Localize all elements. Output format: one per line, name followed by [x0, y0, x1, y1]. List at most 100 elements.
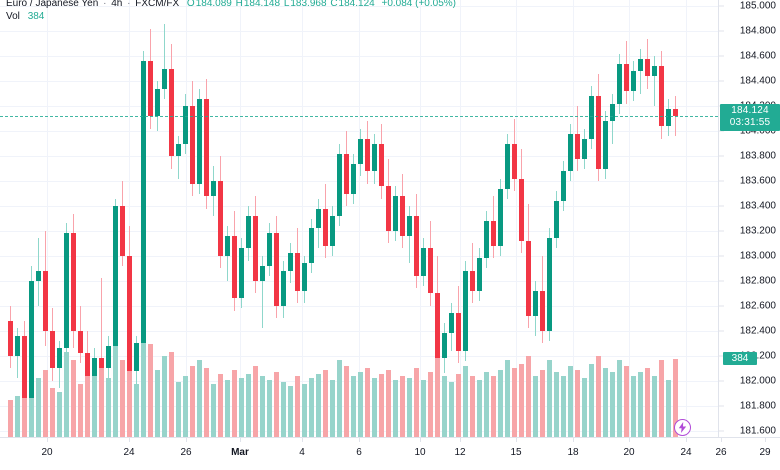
candle-body [218, 181, 223, 256]
candle-body [15, 335, 20, 356]
price-axis-tick-mark [719, 405, 724, 407]
time-axis-tick-label: Mar [231, 447, 249, 458]
volume-bar [36, 378, 41, 437]
volume-bar [540, 370, 545, 437]
candle-body [281, 270, 286, 306]
candle-body [295, 253, 300, 291]
candle-body [491, 220, 496, 246]
candle-body [568, 133, 573, 172]
time-axis-tick-mark [359, 438, 360, 442]
time-axis-tick-label: 4 [299, 447, 305, 458]
volume-bar [400, 376, 405, 437]
time-axis-tick-label: 29 [759, 447, 771, 458]
volume-bar [645, 368, 650, 437]
candle-body [421, 248, 426, 276]
candle-body [435, 293, 440, 359]
volume-bar [155, 370, 160, 437]
price-axis-tick-mark [719, 330, 724, 332]
volume-bar [484, 372, 489, 437]
volume-bar [456, 374, 461, 437]
volume-bar [407, 378, 412, 437]
candle-body [148, 61, 153, 117]
price-axis-tick-label: 181.800 [739, 400, 776, 412]
grid-line-vertical [129, 0, 130, 437]
volume-bar [281, 382, 286, 437]
candle-body [449, 313, 454, 334]
volume-bar [8, 400, 13, 437]
candle-body [274, 233, 279, 306]
candle-body [246, 216, 251, 249]
time-axis-tick-mark [686, 438, 687, 442]
candle-body [540, 290, 545, 331]
time-axis-tick-mark [721, 438, 722, 442]
time-axis-tick-label: 26 [180, 447, 192, 458]
volume-bar [554, 372, 559, 437]
time-axis-tick-mark [420, 438, 421, 442]
volume-bar [204, 368, 209, 437]
volume-bar [589, 363, 594, 437]
price-axis-tick-label: 183.800 [739, 150, 776, 162]
grid-line-vertical [460, 0, 461, 437]
time-axis-tick-mark [573, 438, 574, 442]
price-axis-tick-mark [719, 130, 724, 132]
price-axis-tick-mark [719, 155, 724, 157]
candle-body [526, 240, 531, 316]
price-axis-tick-label: 185.000 [739, 0, 776, 12]
volume-bar [176, 382, 181, 437]
grid-line-vertical [240, 0, 241, 437]
price-axis-tick-label: 182.400 [739, 325, 776, 337]
volume-bar [526, 355, 531, 437]
candle-wick [654, 56, 655, 107]
candle-body [519, 178, 524, 241]
grid-line-vertical [516, 0, 517, 437]
candle-wick [178, 136, 179, 179]
volume-bar [547, 359, 552, 437]
volume-bar [631, 376, 636, 437]
volume-bar [120, 359, 125, 437]
candle-wick [164, 23, 165, 99]
volume-bar [50, 388, 55, 437]
volume-bar [575, 370, 580, 437]
volume-bar [162, 355, 167, 437]
grid-line-vertical [686, 0, 687, 437]
price-axis-tick-mark [719, 80, 724, 82]
grid-line-vertical [302, 0, 303, 437]
candle-body [400, 196, 405, 236]
price-axis-tick-label: 184.800 [739, 25, 776, 37]
chart-plot-area[interactable] [0, 0, 718, 437]
candle-body [92, 358, 97, 376]
time-axis-tick-label: 6 [356, 447, 362, 458]
volume-value-badge: 384 [723, 352, 757, 366]
candle-body [134, 343, 139, 371]
grid-line-vertical [186, 0, 187, 437]
candle-body [232, 235, 237, 299]
volume-bar [498, 370, 503, 437]
time-axis-tick-mark [460, 438, 461, 442]
volume-bar [288, 386, 293, 437]
bar-countdown-timer: 03:31:55 [729, 116, 771, 128]
time-axis[interactable]: 20 24 26 Mar 4 6 10 12 15 18 20 24 26 29 [0, 437, 780, 470]
volume-bar [218, 374, 223, 437]
volume-bar [477, 380, 482, 437]
lightning-bolt-icon[interactable] [674, 419, 691, 436]
candle-body [617, 63, 622, 104]
volume-bar [15, 396, 20, 437]
volume-bar [127, 355, 132, 437]
volume-bar [260, 376, 265, 437]
candle-body [386, 186, 391, 231]
volume-bar [652, 376, 657, 437]
candle-body [498, 188, 503, 246]
volume-bar [505, 359, 510, 437]
candle-body [239, 248, 244, 299]
candle-body [85, 353, 90, 376]
volume-bar [442, 376, 447, 437]
candle-wick [108, 335, 109, 434]
volume-bar [379, 374, 384, 437]
price-axis[interactable]: 185.000184.800184.600184.400184.200184.0… [718, 0, 780, 437]
volume-bar [421, 380, 426, 437]
candle-body [127, 255, 132, 371]
volume-bar [57, 392, 62, 437]
candle-body [155, 88, 160, 117]
candle-body [582, 138, 587, 159]
